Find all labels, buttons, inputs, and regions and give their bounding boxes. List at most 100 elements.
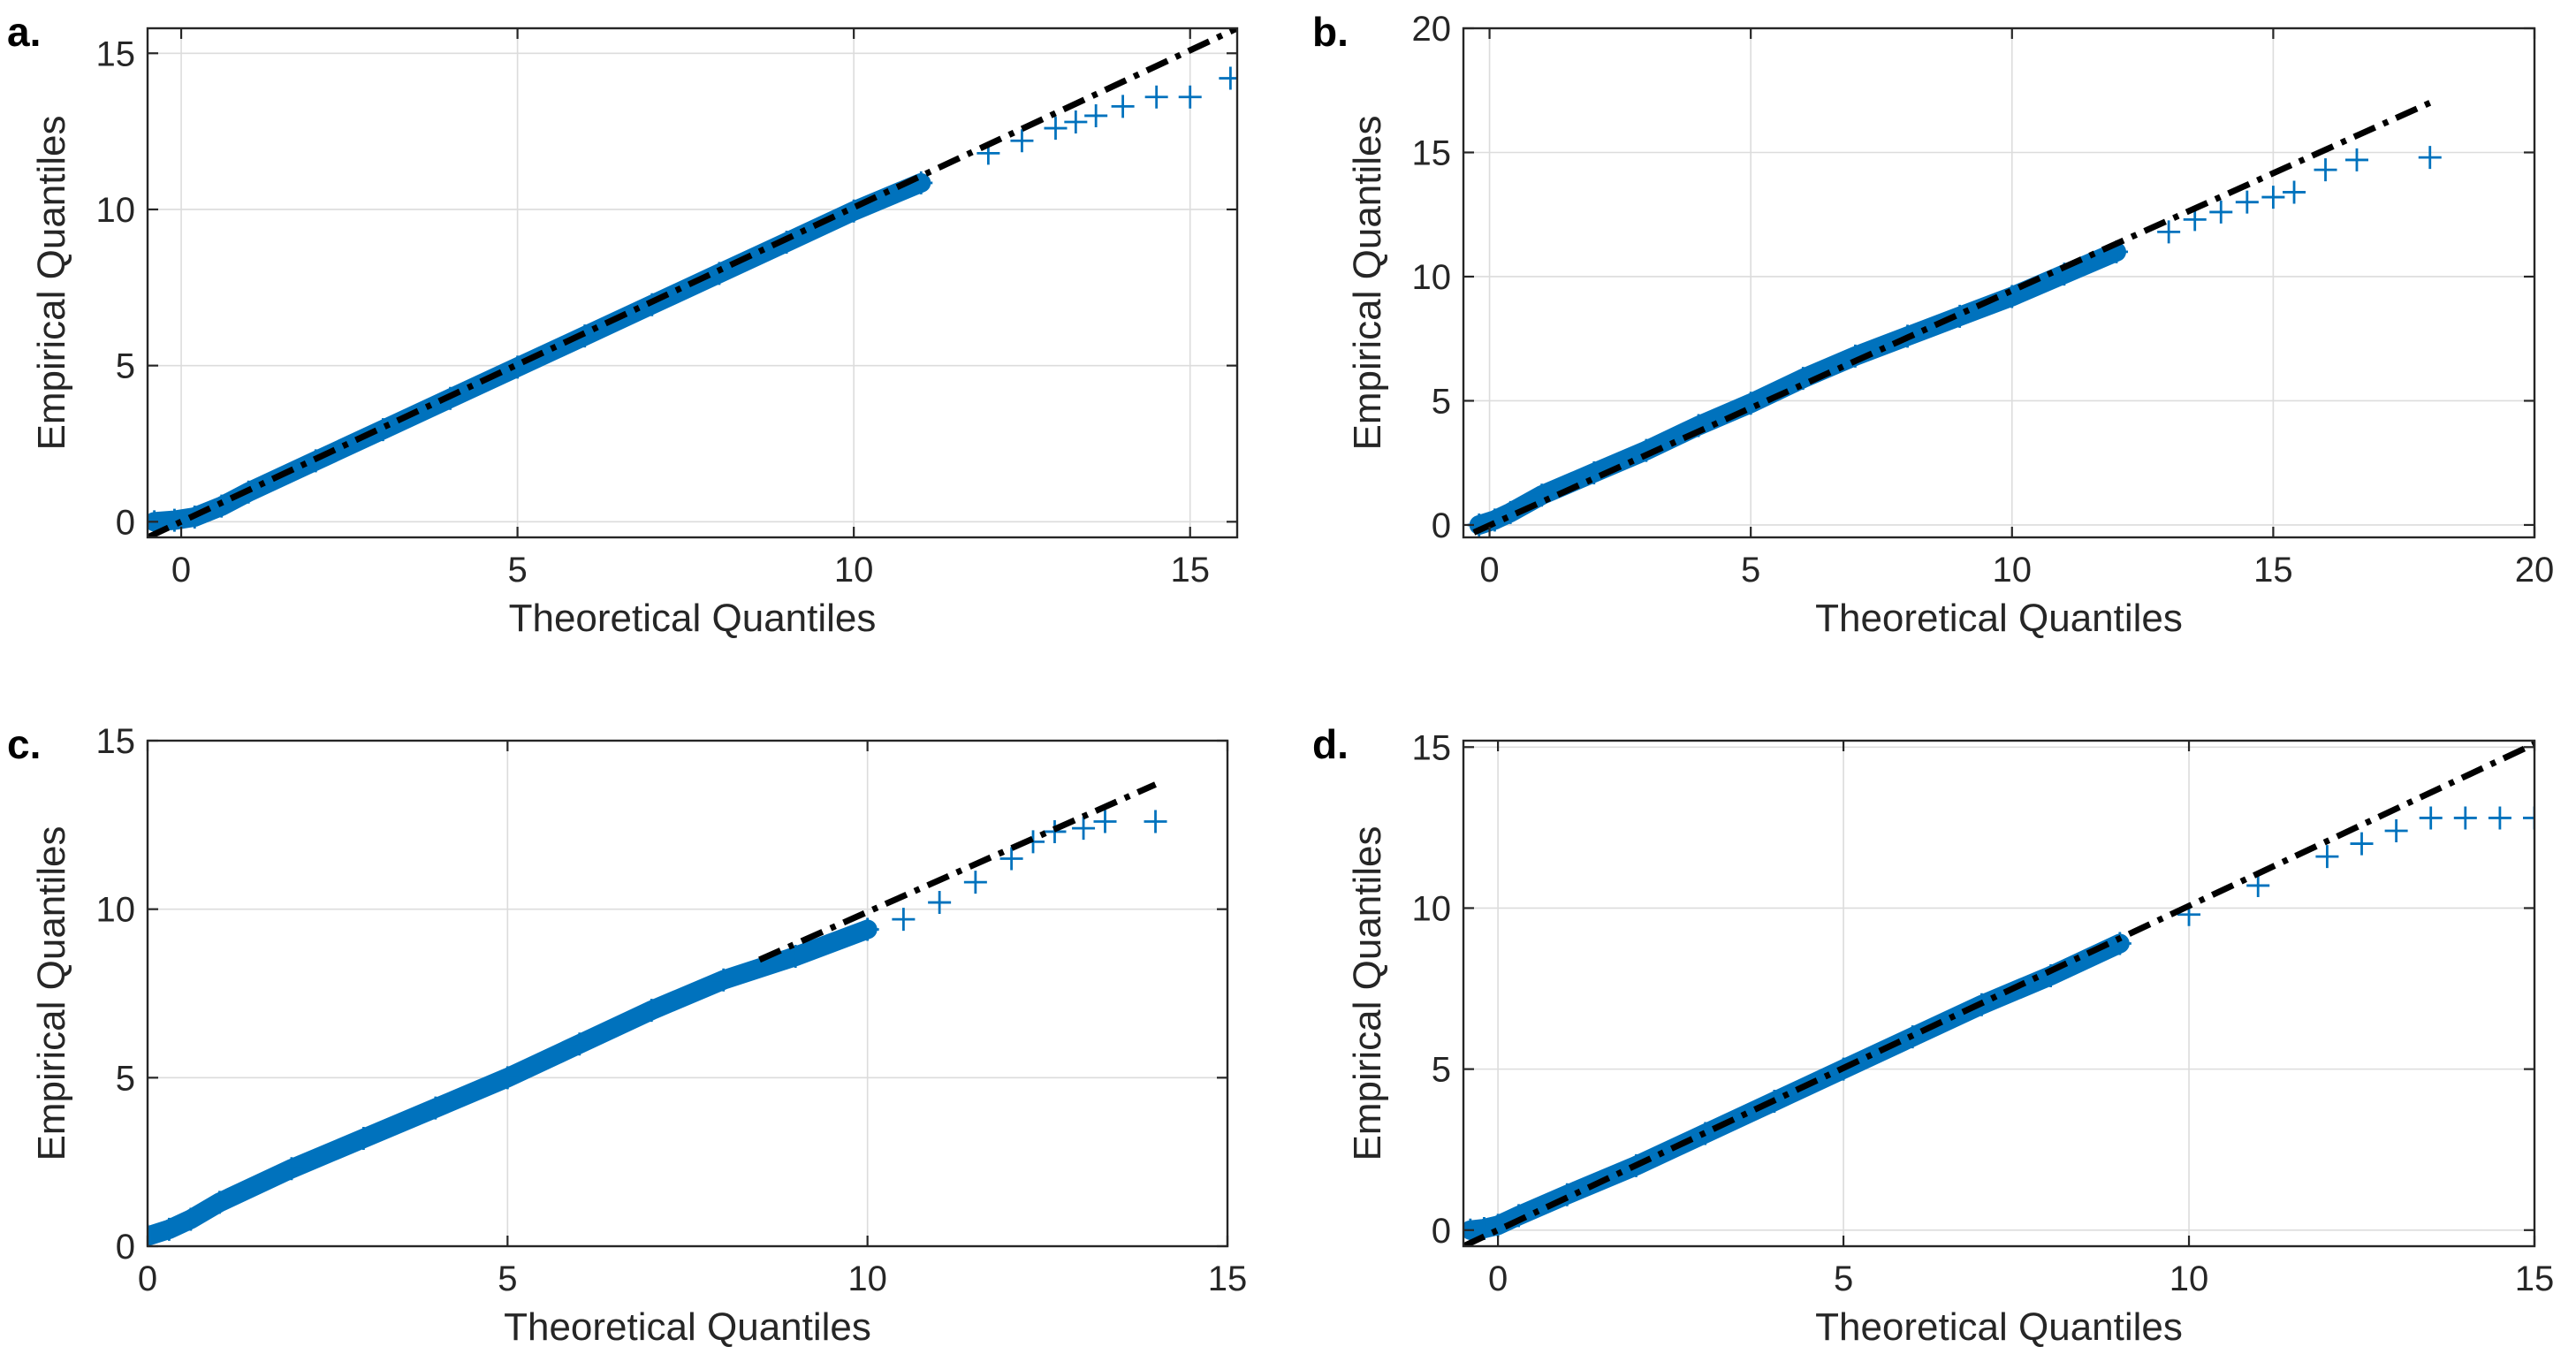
qq-point (1144, 85, 1168, 109)
panel-a: a. 0 5 10 15 0 5 10 15 Theoretical Quantiles Empir… (7, 9, 1239, 640)
panel-label: d. (1312, 721, 1349, 767)
panel-c: c. 0 5 10 15 0 5 10 15 Theoretical Quantiles Empir… (7, 721, 1247, 1349)
qq-point (1530, 483, 1554, 507)
x-tick-label: 15 (2515, 1259, 2555, 1298)
qq-point (157, 1217, 181, 1241)
reference-line (148, 28, 1237, 537)
qq-point (2384, 819, 2408, 843)
x-tick-label: 5 (1741, 551, 1760, 590)
x-tick-label: 5 (1834, 1259, 1853, 1298)
qq-point (2453, 806, 2477, 830)
x-tick-label: 0 (1479, 551, 1499, 590)
qq-point (1072, 817, 1096, 841)
qq-point (179, 1207, 202, 1231)
x-tick-label: 10 (834, 551, 874, 590)
qq-point (2418, 146, 2442, 170)
y-tick-label: 10 (1412, 258, 1452, 297)
qq-point (1093, 810, 1117, 833)
qq-point (2315, 845, 2339, 869)
qq-point (2246, 873, 2270, 897)
x-tick-label: 5 (507, 551, 527, 590)
plot-area (148, 28, 1237, 537)
qq-point (1178, 85, 1202, 109)
plot-area (148, 781, 1167, 1246)
axes-box (146, 27, 1239, 539)
y-tick-label: 15 (1412, 728, 1452, 767)
qq-point (2261, 186, 2285, 209)
qq-point (496, 1066, 520, 1090)
x-tick-label: 20 (2515, 551, 2555, 590)
y-tick-label: 20 (1412, 10, 1452, 49)
qq-point (1064, 110, 1088, 134)
qq-point (2183, 208, 2207, 232)
y-tick-label: 15 (96, 722, 136, 761)
reference-line (1463, 741, 2534, 1246)
qq-point (784, 945, 808, 969)
qq-point (208, 1191, 232, 1214)
y-axis-label: Empirical Quantiles (1346, 115, 1389, 450)
qq-point (1111, 95, 1135, 118)
x-axis-label: Theoretical Quantiles (509, 597, 877, 640)
panel-label: a. (7, 9, 41, 55)
qq-point (423, 1096, 447, 1120)
y-tick-label: 15 (1412, 133, 1452, 172)
y-tick-label: 10 (1412, 889, 1452, 928)
x-tick-label: 15 (1170, 551, 1210, 590)
reference-line (1472, 100, 2432, 536)
y-tick-label: 10 (96, 891, 136, 930)
x-tick-label: 5 (498, 1259, 517, 1298)
qq-point (1084, 103, 1108, 127)
qq-point (999, 847, 1023, 871)
panel-label: c. (7, 721, 41, 767)
x-tick-label: 10 (2169, 1259, 2209, 1298)
panel-label: b. (1312, 9, 1349, 55)
plot-area (1467, 100, 2442, 536)
y-tick-label: 0 (1432, 1212, 1451, 1251)
x-tick-label: 15 (2253, 551, 2293, 590)
qq-point (1144, 810, 1167, 833)
panel-d: d. 0 5 10 15 0 5 10 15 Theoretical Quantiles Empir… (1312, 721, 2554, 1349)
qq-point (2157, 220, 2181, 244)
qq-point (2314, 158, 2337, 182)
x-tick-label: 0 (171, 551, 191, 590)
y-tick-label: 5 (116, 347, 135, 386)
panel-b: b. 0 5 10 15 20 0 5 10 15 20 Theoretical Quantiles E… (1312, 9, 2554, 640)
reference-line (758, 781, 1157, 963)
qq-point (640, 999, 664, 1023)
y-tick-label: 10 (96, 191, 136, 230)
qq-point (1010, 129, 1034, 153)
axes-box (1462, 27, 2536, 539)
x-tick-label: 10 (847, 1259, 887, 1298)
qq-point (2209, 200, 2233, 224)
qq-point (1472, 1216, 1496, 1240)
x-axis-label: Theoretical Quantiles (504, 1305, 871, 1349)
qq-point (2235, 190, 2259, 214)
y-axis-label: Empirical Quantiles (30, 826, 73, 1160)
qq-point (148, 1224, 159, 1246)
y-axis-label: Empirical Quantiles (30, 115, 73, 450)
qq-point (2488, 806, 2511, 830)
qq-point (1483, 508, 1507, 532)
y-tick-label: 0 (1432, 506, 1451, 545)
x-axis-label: Theoretical Quantiles (1815, 1305, 2183, 1349)
qq-point (2000, 285, 2024, 308)
x-tick-label: 0 (138, 1259, 157, 1298)
qq-point (279, 1157, 303, 1181)
qq-point (2523, 806, 2534, 830)
plot-area (1463, 741, 2534, 1246)
y-tick-label: 15 (96, 34, 136, 73)
qq-point (567, 1032, 591, 1056)
qq-point (1219, 66, 1237, 90)
qq-point (2344, 148, 2368, 171)
x-tick-label: 10 (1993, 551, 2033, 590)
axes-box (1462, 739, 2536, 1248)
x-tick-label: 15 (1208, 1259, 1248, 1298)
qq-point (2419, 806, 2443, 830)
qq-point (2350, 832, 2374, 856)
qq-point (2283, 180, 2306, 204)
axes-box (146, 739, 1229, 1248)
qq-point (711, 968, 735, 992)
y-tick-label: 5 (1432, 1051, 1451, 1090)
qq-point (1044, 117, 1068, 141)
